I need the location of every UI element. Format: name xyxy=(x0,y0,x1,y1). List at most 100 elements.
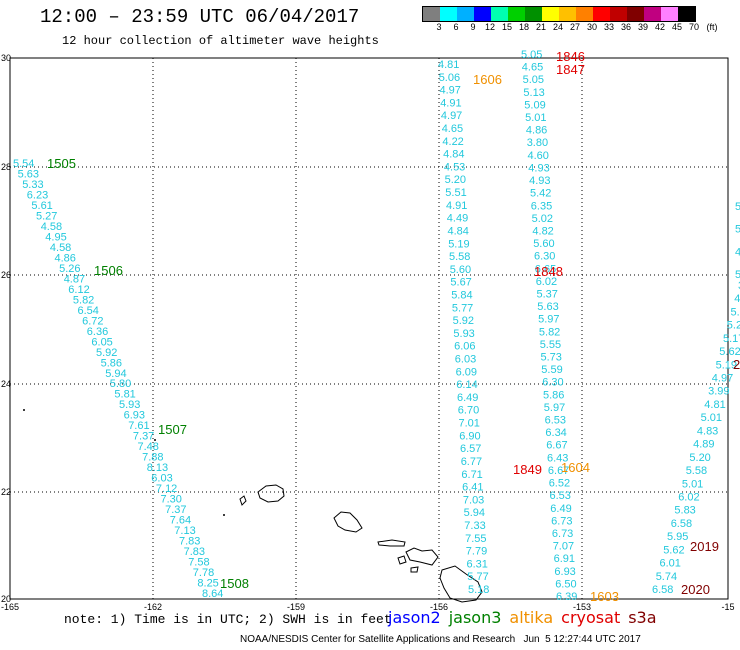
swh-value: 5.05 xyxy=(523,74,544,86)
swh-value: 6.73 xyxy=(551,515,572,527)
swh-value: 6.58 xyxy=(671,518,692,530)
colorbar-swatch-11 xyxy=(610,7,627,21)
swh-value: 4 xyxy=(735,246,740,258)
swh-value: 5.82 xyxy=(539,326,560,338)
swh-value: 7.03 xyxy=(463,494,484,506)
swh-value: 4.97 xyxy=(440,85,461,97)
swh-value: 5.51 xyxy=(445,187,466,199)
lon-tick-label: -15 xyxy=(721,602,734,612)
swh-value: 5.93 xyxy=(453,328,474,340)
lat-tick-label: 20 xyxy=(1,594,11,604)
legend-item: s3a xyxy=(628,608,657,627)
swh-value: 6.49 xyxy=(550,503,571,515)
colorbar-swatch-15 xyxy=(678,7,695,21)
swh-value: 5.19 xyxy=(716,359,737,371)
swh-value: 6.49 xyxy=(457,392,478,404)
swh-value: 5.17 xyxy=(723,333,740,345)
swh-value: 7.07 xyxy=(553,541,574,553)
island-kahoolawe xyxy=(410,566,419,573)
swh-value: 4.82 xyxy=(532,226,553,238)
colorbar-swatch-3 xyxy=(474,7,491,21)
colorbar-label: (ft) xyxy=(706,22,718,32)
swh-value: 7.37 xyxy=(165,504,186,516)
swh-value: 6.43 xyxy=(547,452,568,464)
swh-value: 5.18 xyxy=(468,584,489,596)
pass-label: 1846 xyxy=(556,49,585,64)
swh-value: 5.02 xyxy=(532,213,553,225)
swh-value: 6.58 xyxy=(652,584,673,596)
swh-value: 4.65 xyxy=(442,123,463,135)
swh-value: 5.20 xyxy=(689,452,710,464)
swh-value: 4.86 xyxy=(526,125,547,137)
swh-value: 5.77 xyxy=(452,302,473,314)
swh-value: 5.60 xyxy=(533,238,554,250)
swh-value: 6.03 xyxy=(455,354,476,366)
swh-value: 5.01 xyxy=(525,112,546,124)
pass-label: 1604 xyxy=(561,460,590,475)
swh-value: 8.25 xyxy=(197,578,218,590)
swh-value: 5.01 xyxy=(701,412,722,424)
swh-value: 6.65 xyxy=(535,263,556,275)
map-grid: -165 -162 -159 -156 -153 -15 30 28 26 24 22 20 xyxy=(1,53,735,612)
satellite-legend: jason2 jason3 altika cryosat s3a xyxy=(388,608,657,627)
lon-tick-label: -162 xyxy=(144,602,162,612)
swh-value: 7.55 xyxy=(465,533,486,545)
dot-marker xyxy=(23,409,25,411)
swh-value: 5.33 xyxy=(22,179,43,191)
colorbar-label: 33 xyxy=(603,22,615,32)
colorbar-label: 70 xyxy=(688,22,700,32)
swh-value: 5.67 xyxy=(450,277,471,289)
swh-value: 5.94 xyxy=(105,368,126,380)
swh-value: 4.95 xyxy=(45,231,66,243)
swh-value: 6.91 xyxy=(554,553,575,565)
swh-value: 5.09 xyxy=(524,99,545,111)
swh-value: 5.50 xyxy=(731,306,740,318)
colorbar-label: 36 xyxy=(620,22,632,32)
swh-value: 6.35 xyxy=(531,200,552,212)
swh-value: 7.61 xyxy=(128,420,149,432)
colorbar-label: 27 xyxy=(569,22,581,32)
swh-value: 6.50 xyxy=(555,578,576,590)
swh-value: 3.78 xyxy=(738,280,740,292)
lat-tick-label: 30 xyxy=(1,53,11,63)
swh-value: 5.94 xyxy=(464,507,485,519)
swh-value: 7.79 xyxy=(466,546,487,558)
swh-value: 5.95 xyxy=(667,531,688,543)
swh-value: 4.22 xyxy=(442,136,463,148)
colorbar-swatch-4 xyxy=(491,7,508,21)
swh-value: 6.02 xyxy=(678,492,699,504)
pass-label: 1606 xyxy=(473,72,502,87)
pass-label: 1603 xyxy=(590,589,619,604)
colorbar-label: 18 xyxy=(518,22,530,32)
pass-label: 1505 xyxy=(47,156,76,171)
swh-value: 6.06 xyxy=(454,341,475,353)
swh-value: 4.83 xyxy=(697,425,718,437)
swh-value: 3.80 xyxy=(527,137,548,149)
island-kauai xyxy=(257,484,285,503)
swh-value: 5.06 xyxy=(439,72,460,84)
swh-value: 5 xyxy=(735,224,740,236)
lat-tick-label: 28 xyxy=(1,162,11,172)
colorbar-label: 15 xyxy=(501,22,513,32)
dot-marker xyxy=(223,514,225,516)
hawaii-islands xyxy=(239,484,483,603)
colorbar-label: 9 xyxy=(470,22,476,32)
swh-value: 7.64 xyxy=(170,515,191,527)
swh-value: 6.71 xyxy=(461,469,482,481)
swh-value: 5.92 xyxy=(453,315,474,327)
swh-value: 5.62 xyxy=(719,346,740,358)
swh-value: 6.23 xyxy=(27,190,48,202)
legend-item: altika xyxy=(509,608,554,627)
swh-value: 5.63 xyxy=(537,301,558,313)
legend-item: jason2 xyxy=(388,608,441,627)
swh-value: 7.58 xyxy=(188,557,209,569)
pass-label: 2 xyxy=(733,357,740,372)
swh-value: 7.83 xyxy=(184,546,205,558)
swh-value: 6.41 xyxy=(462,482,483,494)
swh-value: 4.81 xyxy=(438,59,459,71)
swh-value: 7.30 xyxy=(161,494,182,506)
island-oahu xyxy=(333,511,363,533)
swh-value: 6.77 xyxy=(461,456,482,468)
colorbar-label: 24 xyxy=(552,22,564,32)
swh-value: 4.81 xyxy=(704,399,725,411)
